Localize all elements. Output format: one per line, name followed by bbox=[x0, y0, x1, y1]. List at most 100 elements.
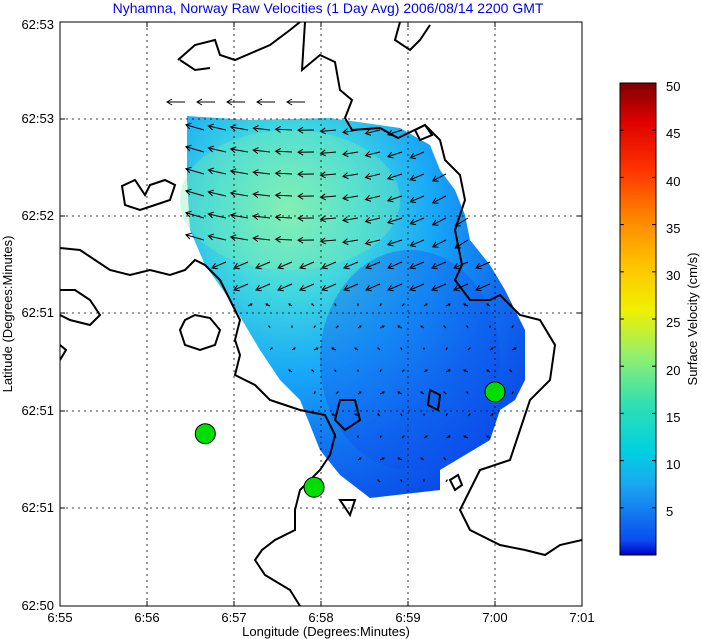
y-tick-label: 62:50 bbox=[21, 598, 54, 613]
velocity-arrow bbox=[400, 413, 403, 417]
y-tick-label: 62:52 bbox=[21, 208, 54, 223]
velocity-arrow bbox=[274, 147, 293, 155]
velocity-arrow bbox=[184, 232, 205, 241]
velocity-arrow bbox=[319, 193, 337, 201]
velocity-arrow bbox=[313, 347, 319, 351]
x-tick-label: 6:55 bbox=[47, 610, 72, 625]
velocity-arrow bbox=[247, 303, 253, 307]
velocity-arrow bbox=[379, 457, 385, 461]
velocity-arrow bbox=[184, 122, 205, 131]
velocity-arrow bbox=[277, 283, 293, 292]
velocity-arrow bbox=[364, 129, 381, 136]
velocity-arrow bbox=[252, 125, 271, 133]
velocity-arrow bbox=[252, 191, 271, 199]
velocity-arrow bbox=[379, 435, 382, 439]
velocity-arrow bbox=[207, 123, 227, 131]
velocity-arrow bbox=[364, 217, 381, 224]
velocity-arrow bbox=[445, 303, 451, 307]
velocity-arrow bbox=[357, 369, 359, 372]
velocity-arrow bbox=[364, 151, 381, 158]
velocity-arrow bbox=[313, 391, 316, 395]
colorbar-tick-label: 25 bbox=[666, 315, 680, 330]
radar-sites bbox=[194, 381, 506, 498]
velocity-arrow bbox=[331, 413, 337, 417]
velocity-arrow bbox=[377, 347, 381, 351]
y-tick-label: 62:51 bbox=[21, 305, 54, 320]
velocity-arrow bbox=[277, 261, 293, 270]
velocity-arrow bbox=[319, 149, 337, 157]
velocity-arrow bbox=[297, 214, 315, 222]
velocity-arrow bbox=[311, 369, 315, 373]
velocity-arrow bbox=[252, 213, 271, 221]
x-tick-labels: 6:55 6:56 6:57 6:58 6:59 7:00 7:01 bbox=[47, 610, 594, 625]
velocity-arrow bbox=[269, 347, 273, 351]
velocity-arrow bbox=[445, 479, 448, 483]
velocity-arrow bbox=[466, 325, 469, 329]
velocity-arrow bbox=[274, 191, 293, 199]
velocity-arrow bbox=[207, 233, 227, 241]
y-tick-label: 62:51 bbox=[21, 500, 54, 515]
velocity-arrow bbox=[343, 261, 359, 270]
velocity-arrow bbox=[475, 283, 491, 292]
velocity-arrow bbox=[211, 261, 227, 270]
velocity-arrow bbox=[463, 369, 469, 373]
velocity-arrow bbox=[265, 303, 271, 307]
velocity-arrow bbox=[489, 347, 494, 351]
tick-marks bbox=[59, 21, 583, 607]
velocity-arrow bbox=[386, 151, 403, 159]
velocity-arrow bbox=[342, 216, 359, 224]
y-tick-label: 62:53 bbox=[21, 111, 54, 126]
radar-site-marker bbox=[484, 381, 506, 403]
velocity-arrow bbox=[207, 211, 227, 219]
velocity-arrow bbox=[268, 325, 271, 329]
velocity-arrow bbox=[379, 391, 385, 395]
velocity-arrow bbox=[423, 413, 425, 416]
velocity-arrow bbox=[511, 391, 514, 395]
velocity-arrow bbox=[335, 325, 339, 329]
velocity-arrow bbox=[184, 166, 205, 175]
velocity-arrow bbox=[443, 457, 447, 461]
velocity-arrow bbox=[226, 98, 245, 106]
velocity-arrow bbox=[467, 347, 471, 351]
velocity-arrow bbox=[489, 413, 494, 417]
velocity-arrow bbox=[357, 391, 362, 395]
velocity-arrow bbox=[252, 147, 271, 155]
velocity-arrow bbox=[229, 168, 249, 176]
velocity-arrow bbox=[420, 457, 425, 461]
velocity-arrow bbox=[331, 347, 337, 351]
velocity-arrow bbox=[342, 150, 359, 158]
x-tick-label: 6:58 bbox=[308, 610, 333, 625]
velocity-arrow bbox=[400, 347, 403, 351]
velocity-arrow bbox=[511, 347, 517, 351]
velocity-arrow bbox=[364, 239, 381, 246]
velocity-arrow bbox=[397, 325, 403, 329]
velocity-arrow bbox=[354, 347, 359, 351]
velocity-arrow bbox=[454, 239, 469, 249]
velocity-arrow bbox=[319, 215, 337, 223]
velocity-vectors bbox=[166, 98, 517, 483]
velocity-arrow bbox=[233, 283, 249, 292]
velocity-arrow bbox=[423, 369, 428, 373]
radar-site-marker bbox=[303, 476, 325, 498]
velocity-arrow bbox=[365, 261, 381, 270]
velocity-arrow bbox=[431, 173, 447, 182]
x-tick-label: 6:59 bbox=[395, 610, 420, 625]
velocity-arrow bbox=[229, 124, 249, 132]
velocity-arrow bbox=[443, 325, 447, 329]
velocity-arrow bbox=[445, 413, 448, 417]
velocity-arrow bbox=[379, 303, 382, 307]
velocity-arrow bbox=[509, 369, 513, 373]
colorbar bbox=[619, 82, 657, 556]
velocity-arrow bbox=[297, 192, 315, 200]
velocity-arrow bbox=[423, 303, 428, 307]
velocity-arrow bbox=[397, 391, 403, 395]
velocity-arrow bbox=[229, 146, 249, 154]
velocity-arrow bbox=[357, 435, 359, 438]
velocity-arrow bbox=[423, 435, 428, 439]
velocity-arrow bbox=[386, 195, 403, 203]
x-tick-label: 6:57 bbox=[221, 610, 246, 625]
colorbar-label: Surface Velocity (cm/s) bbox=[685, 253, 700, 386]
velocity-arrow bbox=[377, 413, 381, 417]
velocity-arrow bbox=[453, 261, 469, 270]
y-tick-labels: 62:50 62:51 62:51 62:51 62:52 62:53 62:5… bbox=[21, 17, 54, 613]
